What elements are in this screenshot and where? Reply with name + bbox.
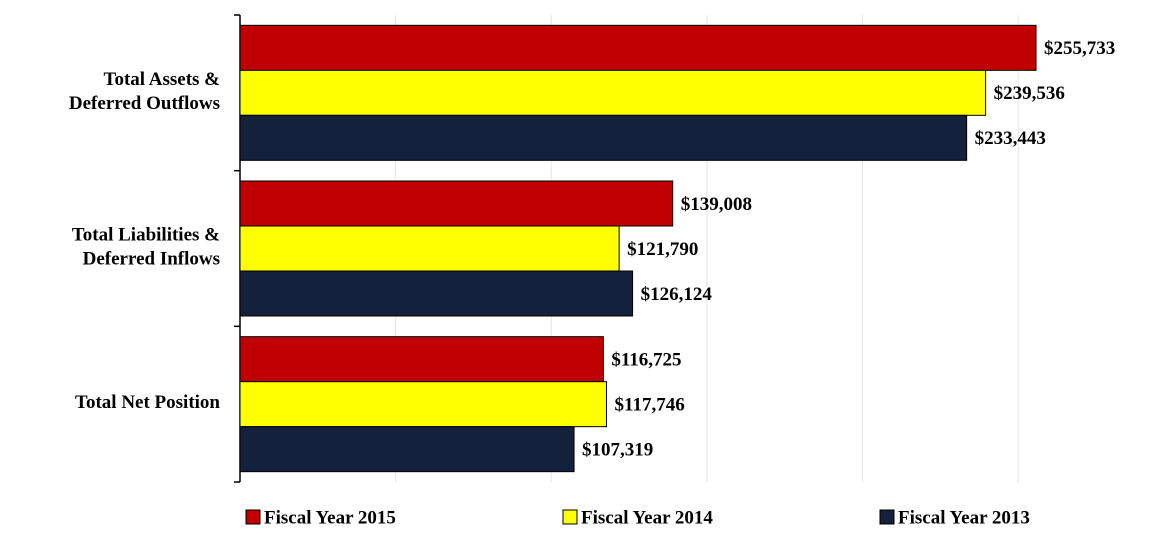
- legend-label: Fiscal Year 2015: [264, 507, 396, 528]
- bar: [239, 114, 968, 161]
- y-tick-label: Total Assets & Deferred Outflows: [69, 69, 220, 114]
- data-label: $116,725: [611, 350, 681, 371]
- data-label: $255,733: [1044, 38, 1115, 59]
- legend-swatch: [879, 509, 895, 525]
- bar: [239, 69, 987, 116]
- data-label: $107,319: [582, 440, 653, 461]
- data-label: $139,008: [681, 194, 752, 215]
- bar: [239, 270, 634, 317]
- bar: [239, 225, 620, 272]
- data-label: $233,443: [975, 128, 1046, 149]
- legend-label: Fiscal Year 2013: [898, 507, 1030, 528]
- data-label: $117,746: [615, 395, 685, 416]
- bar: [239, 24, 1037, 71]
- bar: [239, 426, 575, 473]
- bar: [239, 180, 674, 227]
- data-label: $126,124: [641, 284, 713, 305]
- data-label: $239,536: [994, 83, 1065, 104]
- y-tick-label: Total Net Position: [75, 393, 220, 414]
- bar: [239, 336, 604, 383]
- legend-swatch: [562, 509, 578, 525]
- legend-label: Fiscal Year 2014: [581, 507, 713, 528]
- y-tick-label: Total Liabilities & Deferred Inflows: [72, 225, 220, 270]
- data-label: $121,790: [627, 239, 698, 260]
- legend-swatch: [245, 509, 261, 525]
- bar: [239, 381, 608, 428]
